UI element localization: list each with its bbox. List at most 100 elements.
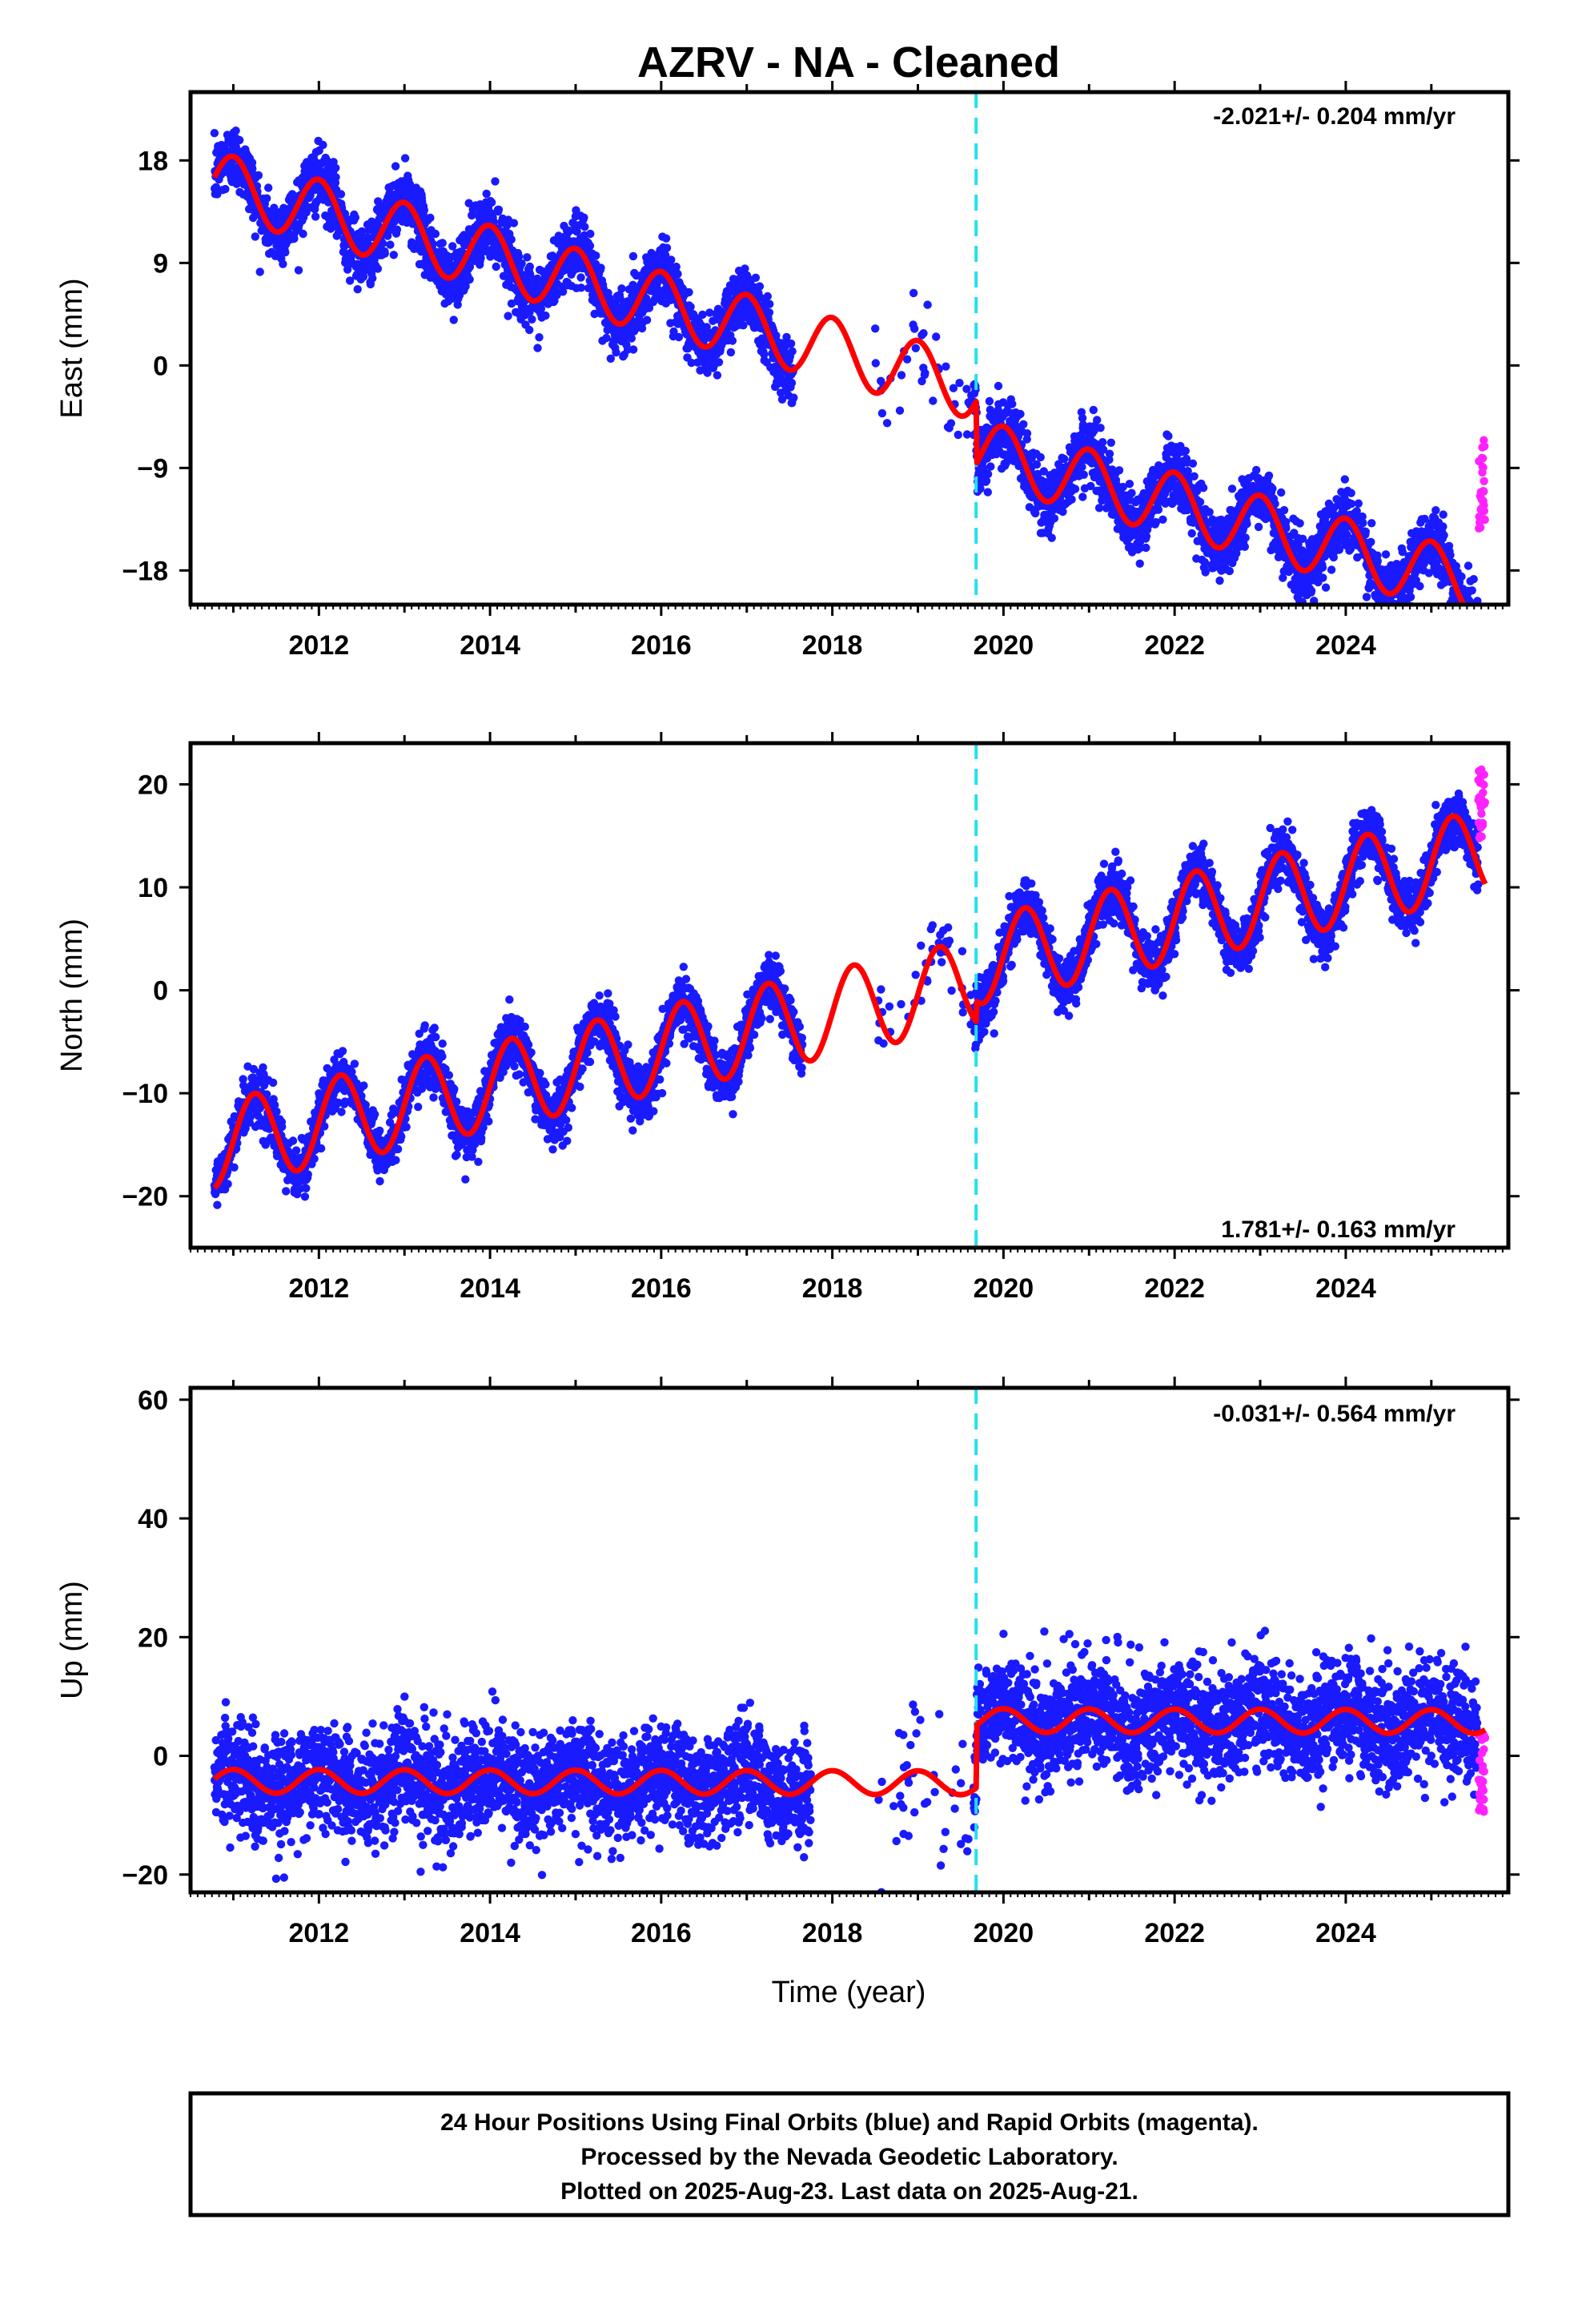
data-point [290,234,299,243]
data-point [1240,542,1250,551]
data-point [525,262,534,271]
data-point [1050,514,1059,523]
data-point [1458,624,1466,632]
data-point [535,333,544,342]
data-point [1461,612,1469,620]
data-point [1463,614,1471,622]
data-point [294,266,303,275]
x-tick-label: 2022 [1144,630,1205,661]
data-point [789,393,798,402]
data-point [1016,409,1025,419]
data-point [1391,607,1399,615]
data-point [1036,452,1045,462]
data-point [1431,506,1440,515]
data-point [698,310,707,320]
data-point [1472,646,1480,654]
data-point [1473,609,1481,617]
data-point [431,229,440,239]
rapid-point [1480,501,1488,510]
data-point [1469,619,1477,627]
rapid-orbit-points [1475,436,1489,533]
data-point [1241,533,1250,542]
data-point [1384,614,1392,622]
data-point [788,347,797,356]
data-point [255,267,264,276]
data-point [1395,609,1403,617]
data-point [923,300,932,309]
data-point [1079,470,1089,479]
final-orbit-points [210,127,1482,672]
data-point [763,292,772,301]
data-point [1096,424,1105,432]
data-point [533,344,542,352]
data-point [1032,460,1042,469]
rate-label: -2.021+/- 0.204 mm/yr [1213,103,1456,130]
data-point [340,209,350,219]
data-point [1390,616,1398,624]
data-point [552,291,561,300]
data-point [1394,628,1402,636]
data-point [739,321,748,330]
data-point [528,315,536,324]
data-point [1459,609,1467,617]
data-point [1457,572,1466,581]
x-tick-label: 2016 [631,630,692,661]
data-point [1264,471,1274,480]
data-point [985,396,994,406]
data-point [464,199,473,207]
chart-title: AZRV - NA - Cleaned [637,38,1060,86]
data-point [1327,565,1336,574]
y-tick-label: 18 [138,146,168,176]
data-point [1446,551,1455,560]
data-point [728,336,737,345]
data-point [1367,537,1375,546]
data-point [871,359,881,368]
data-point [1142,543,1150,553]
data-point [917,376,926,386]
rapid-point [1480,436,1488,444]
data-point [617,284,626,293]
data-point [448,242,457,251]
data-point [1464,561,1473,570]
data-point [1243,519,1251,529]
data-point [642,316,652,324]
data-point [1470,664,1478,672]
data-point [596,263,605,272]
data-point [504,312,512,320]
data-point [1199,484,1208,493]
data-point [1474,631,1482,639]
data-point [426,213,435,223]
data-point [1452,612,1460,620]
data-point [628,345,638,354]
data-point [954,430,963,440]
data-point [1468,635,1476,643]
data-point [877,408,887,418]
data-point [1391,621,1399,629]
data-point [1406,593,1415,601]
data-point [499,271,508,280]
data-point [1468,649,1476,657]
data-point [713,371,722,380]
data-point [391,162,400,171]
data-point [1268,484,1277,493]
data-point [1321,583,1331,592]
data-point [628,251,638,261]
data-point [400,154,410,163]
data-point [1098,438,1107,447]
data-point [932,332,941,341]
data-point [1188,459,1198,468]
data-point [1135,559,1144,568]
data-point [983,488,993,497]
data-point [1460,619,1468,627]
data-point [1089,405,1098,415]
x-tick-label: 2024 [1315,630,1376,661]
data-point [1279,505,1289,515]
data-point [235,135,244,145]
data-point [1468,614,1476,622]
data-point [1047,533,1056,542]
data-point [1460,614,1468,622]
rapid-point [1480,515,1489,525]
data-point [210,129,219,138]
